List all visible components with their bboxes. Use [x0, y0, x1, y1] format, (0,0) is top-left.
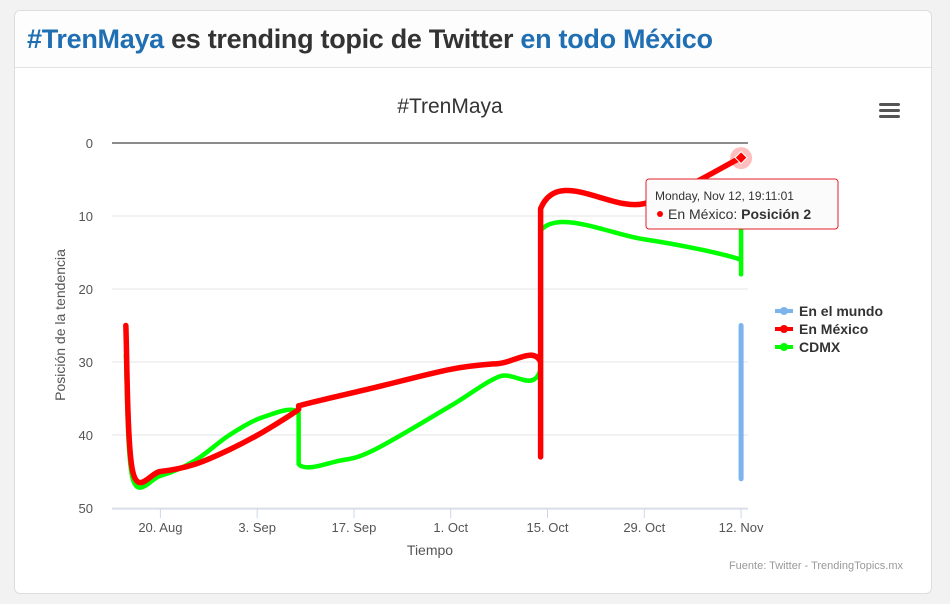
x-axis-label: Tiempo	[407, 542, 453, 558]
menu-icon-bar	[879, 103, 900, 106]
legend-label: CDMX	[799, 339, 841, 355]
card-header: #TrenMaya es trending topic de Twitter e…	[15, 11, 931, 68]
title-location[interactable]: en todo México	[520, 23, 713, 54]
y-tick-label: 10	[79, 209, 93, 224]
tooltip-value: Posición 2	[741, 206, 811, 222]
series-line-cdmx[interactable]	[123, 213, 744, 490]
page-title: #TrenMaya es trending topic de Twitter e…	[27, 24, 713, 55]
credits[interactable]: Fuente: Twitter - TrendingTopics.mx	[729, 560, 904, 572]
y-tick-label: 50	[79, 501, 93, 516]
legend-label: En México	[799, 321, 868, 337]
x-tick-label: 15. Oct	[527, 520, 569, 535]
x-tick-label: 12. Nov	[719, 520, 764, 535]
tooltip-date: Monday, Nov 12, 19:11:01	[655, 189, 794, 203]
y-axis-ticks: 0 10 20 30 40 50	[79, 136, 93, 516]
x-tick-label: 3. Sep	[238, 520, 276, 535]
x-tick-label: 29. Oct	[623, 520, 665, 535]
y-tick-label: 30	[79, 355, 93, 370]
legend-label: En el mundo	[799, 303, 883, 319]
tooltip-series-name: En México	[668, 206, 734, 222]
title-text: es trending topic de Twitter	[163, 23, 521, 54]
y-axis-label: Posición de la tendencia	[52, 249, 68, 401]
x-tick-label: 20. Aug	[138, 520, 182, 535]
y-tick-label: 40	[79, 428, 93, 443]
series-layer	[123, 154, 744, 490]
chart-title: #TrenMaya	[397, 95, 503, 118]
legend-marker	[780, 307, 788, 315]
grid-lines	[112, 142, 748, 510]
menu-icon-bar	[879, 109, 900, 112]
legend-item-en-el-mundo[interactable]: En el mundo	[775, 303, 883, 319]
export-menu-button[interactable]	[874, 96, 904, 126]
menu-icon-bar	[879, 115, 900, 118]
tooltip-series-line: En México: Posición 2	[668, 206, 811, 222]
title-hashtag[interactable]: #TrenMaya	[27, 23, 164, 54]
x-tick-label: 1. Oct	[433, 520, 468, 535]
legend-marker	[780, 325, 788, 333]
highlight-point[interactable]	[734, 150, 748, 165]
tooltip-box	[645, 178, 839, 230]
tooltip: Monday, Nov 12, 19:11:01 En México: Posi…	[645, 178, 839, 230]
chart-card: #TrenMaya es trending topic de Twitter e…	[14, 10, 932, 594]
highlight-marker[interactable]	[730, 147, 753, 170]
legend-marker	[780, 343, 788, 351]
y-tick-label: 0	[86, 136, 93, 151]
legend-item-cdmx[interactable]: CDMX	[775, 339, 841, 355]
tooltip-series-dot	[657, 211, 663, 217]
x-axis-ticks: 20. Aug 3. Sep 17. Sep 1. Oct 15. Oct 29. Oct…	[138, 509, 764, 535]
series-line-en-m-xico[interactable]	[123, 154, 744, 486]
x-tick-label: 17. Sep	[332, 520, 377, 535]
legend-item-en-m-xico[interactable]: En México	[775, 321, 868, 337]
legend[interactable]: En el mundo En México CDMX	[775, 303, 883, 355]
tooltip-separator: :	[733, 206, 741, 222]
y-tick-label: 20	[79, 282, 93, 297]
